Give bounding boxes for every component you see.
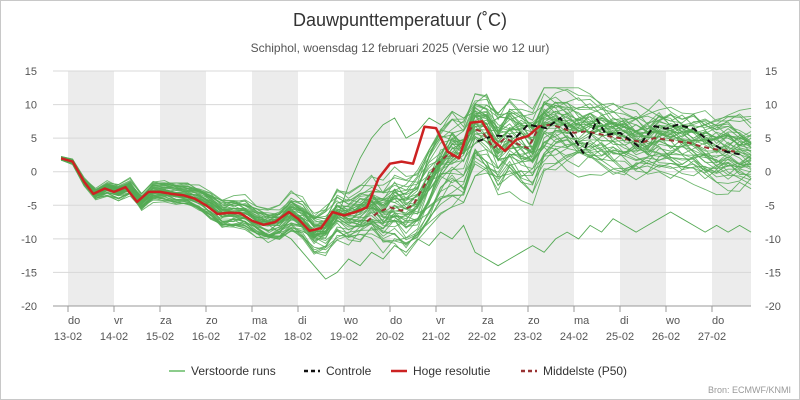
- y-tick-label: 0: [765, 167, 771, 179]
- x-tick-day: za: [160, 315, 173, 327]
- chart-subtitle: Schiphol, woensdag 12 februari 2025 (Ver…: [251, 41, 550, 55]
- x-tick-day: di: [620, 315, 629, 327]
- ensemble-member: [61, 101, 752, 234]
- x-axis: do 13-02 vr 14-02 za 15-02 zo 16-02 ma 17-02 di 18-…: [54, 306, 726, 343]
- x-tick-day: ma: [574, 315, 590, 327]
- ensemble-member: [60, 120, 752, 233]
- y-tick-label: -5: [765, 200, 775, 212]
- y-tick-label: 15: [25, 66, 37, 78]
- x-tick-day: vr: [436, 315, 446, 327]
- y-tick-label: 5: [765, 133, 771, 145]
- y-axis-left: 15 10 5 0 -5 -10 -15 -20: [21, 66, 37, 313]
- x-tick-day: do: [390, 315, 402, 327]
- x-tick-day: do: [712, 315, 724, 327]
- x-tick-day: do: [68, 315, 80, 327]
- x-tick-date: 27-02: [698, 331, 726, 343]
- y-tick-label: 10: [765, 100, 777, 112]
- x-tick-date: 20-02: [376, 331, 404, 343]
- ensemble-member: [60, 93, 752, 219]
- x-tick-day: za: [482, 315, 495, 327]
- day-band: [712, 71, 751, 306]
- y-tick-label: -20: [21, 301, 37, 313]
- legend-label: Verstoorde runs: [191, 364, 276, 378]
- ensemble-member: [60, 116, 752, 235]
- y-tick-label: -15: [21, 267, 37, 279]
- y-tick-label: 10: [25, 100, 37, 112]
- legend-label: Controle: [326, 364, 372, 378]
- y-tick-label: 15: [765, 66, 777, 78]
- day-bands: [68, 71, 751, 306]
- series-hoge-resolutie: [60, 120, 541, 233]
- chart-title: Dauwpunttemperatuur (˚C): [293, 10, 507, 30]
- x-tick-day: zo: [528, 315, 540, 327]
- ensemble-member: [60, 148, 752, 257]
- ensemble-member: [60, 132, 752, 238]
- y-axis-right: 15 10 5 0 -5 -10 -15 -20: [765, 66, 781, 313]
- x-tick-date: 23-02: [514, 331, 542, 343]
- legend-label: Middelste (P50): [543, 364, 627, 378]
- x-tick-date: 21-02: [422, 331, 450, 343]
- x-tick-date: 13-02: [54, 331, 82, 343]
- x-tick-day: zo: [206, 315, 218, 327]
- x-tick-date: 16-02: [192, 331, 220, 343]
- ensemble-member: [60, 147, 752, 255]
- source-credit: Bron: ECMWF/KNMI: [708, 385, 791, 395]
- y-tick-label: -10: [21, 234, 37, 246]
- x-tick-date: 18-02: [284, 331, 312, 343]
- y-tick-label: -15: [765, 267, 781, 279]
- y-tick-label: 0: [31, 167, 37, 179]
- day-band: [252, 71, 298, 306]
- y-tick-label: -5: [27, 200, 37, 212]
- y-tick-label: -10: [765, 234, 781, 246]
- y-tick-label: -20: [765, 301, 781, 313]
- x-tick-date: 19-02: [330, 331, 358, 343]
- x-tick-date: 17-02: [238, 331, 266, 343]
- ensemble-member: [60, 142, 752, 257]
- x-tick-date: 25-02: [606, 331, 634, 343]
- ensemble-lines: [60, 87, 752, 280]
- series-controle: [477, 117, 740, 156]
- ensemble-member: [60, 130, 752, 244]
- y-tick-label: 5: [31, 133, 37, 145]
- x-tick-date: 24-02: [560, 331, 588, 343]
- ensemble-member: [60, 103, 752, 235]
- x-tick-date: 14-02: [100, 331, 128, 343]
- ensemble-member: [60, 116, 752, 239]
- x-tick-day: wo: [665, 315, 680, 327]
- x-tick-day: vr: [114, 315, 124, 327]
- legend: Verstoorde runs Controle Hoge resolutie Mid…: [169, 364, 627, 378]
- x-tick-date: 26-02: [652, 331, 680, 343]
- x-tick-day: di: [298, 315, 307, 327]
- x-tick-day: ma: [252, 315, 268, 327]
- ensemble-member: [60, 135, 752, 254]
- x-tick-day: wo: [343, 315, 358, 327]
- day-band: [344, 71, 390, 306]
- x-tick-date: 15-02: [146, 331, 174, 343]
- legend-label: Hoge resolutie: [413, 364, 491, 378]
- x-tick-date: 22-02: [468, 331, 496, 343]
- day-band: [620, 71, 666, 306]
- main-lines: [60, 117, 740, 233]
